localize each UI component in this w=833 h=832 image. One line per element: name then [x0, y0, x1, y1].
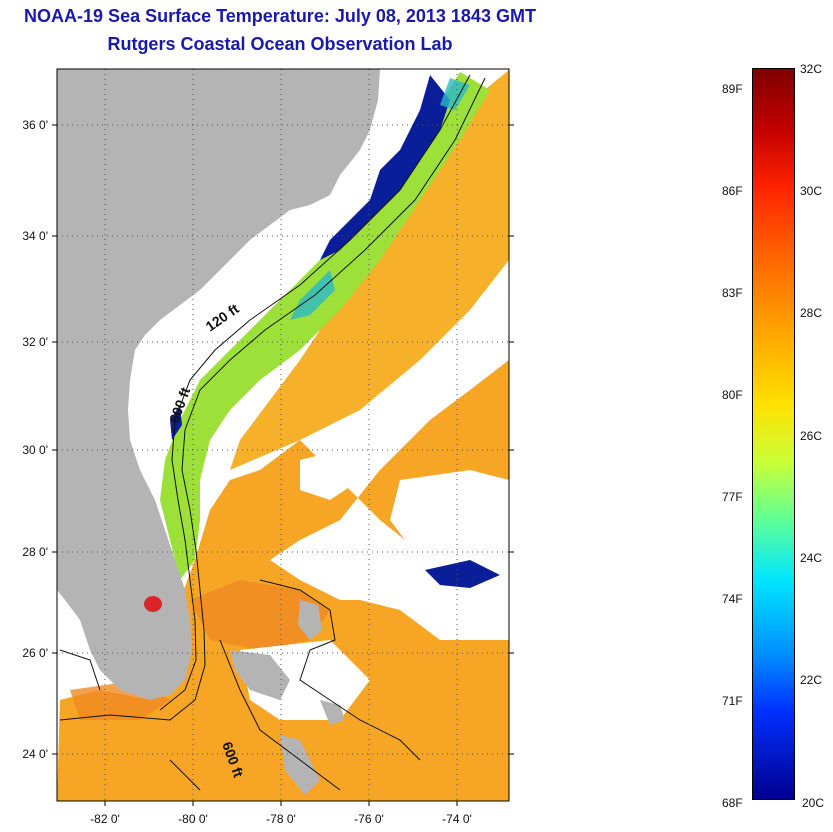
lon-label: -80 0'	[178, 812, 208, 826]
lat-label: 26 0'	[22, 646, 48, 660]
colorbar-c-label: 30C	[800, 184, 823, 198]
lat-label: 34 0'	[22, 229, 48, 243]
lat-label: 24 0'	[22, 747, 48, 761]
colorbar-f-label: 83F	[722, 286, 743, 300]
axis-ticks	[52, 124, 514, 806]
lon-label: -76 0'	[354, 812, 384, 826]
colorbar-f-label: 77F	[722, 490, 743, 504]
graticule	[57, 69, 509, 801]
teal-band	[290, 78, 470, 320]
lon-label: -82 0'	[90, 812, 120, 826]
depth-contour	[159, 74, 471, 711]
depth-contour	[59, 579, 421, 791]
map-title: NOAA-19 Sea Surface Temperature: July 08…	[24, 6, 536, 26]
lat-label: 28 0'	[22, 545, 48, 559]
colorbar-f-label: 80F	[722, 388, 743, 402]
colorbar-c-label: 24C	[800, 551, 823, 565]
colorbar-c-label: 20C	[802, 796, 825, 810]
colorbar-f-label: 74F	[722, 592, 743, 606]
map-frame	[56, 68, 510, 802]
depth-contour	[59, 77, 486, 721]
lat-label: 30 0'	[22, 443, 48, 457]
coastal-cool-band	[160, 72, 490, 580]
colorbar-c-label: 28C	[800, 306, 823, 320]
colorbar-c-label: 32C	[800, 62, 823, 76]
temperature-colorbar	[752, 68, 795, 800]
lon-label: -78 0'	[266, 812, 296, 826]
bahamas-islands	[230, 600, 345, 795]
colorbar-c-label: 26C	[800, 429, 823, 443]
colorbar-f-label: 89F	[722, 82, 743, 96]
lat-label: 32 0'	[22, 335, 48, 349]
lon-label: -74 0'	[442, 812, 472, 826]
lake-okeechobee	[144, 596, 162, 612]
colorbar-f-label: 86F	[722, 184, 743, 198]
warm-water-region	[57, 80, 509, 801]
colorbar-f-label: 71F	[722, 694, 743, 708]
colorbar-c-label: 22C	[800, 673, 823, 687]
colorbar-f-label: 68F	[722, 796, 743, 810]
map-subtitle: Rutgers Coastal Ocean Observation Lab	[107, 34, 453, 54]
lat-label: 36 0'	[22, 118, 48, 132]
land-mass	[57, 69, 380, 700]
